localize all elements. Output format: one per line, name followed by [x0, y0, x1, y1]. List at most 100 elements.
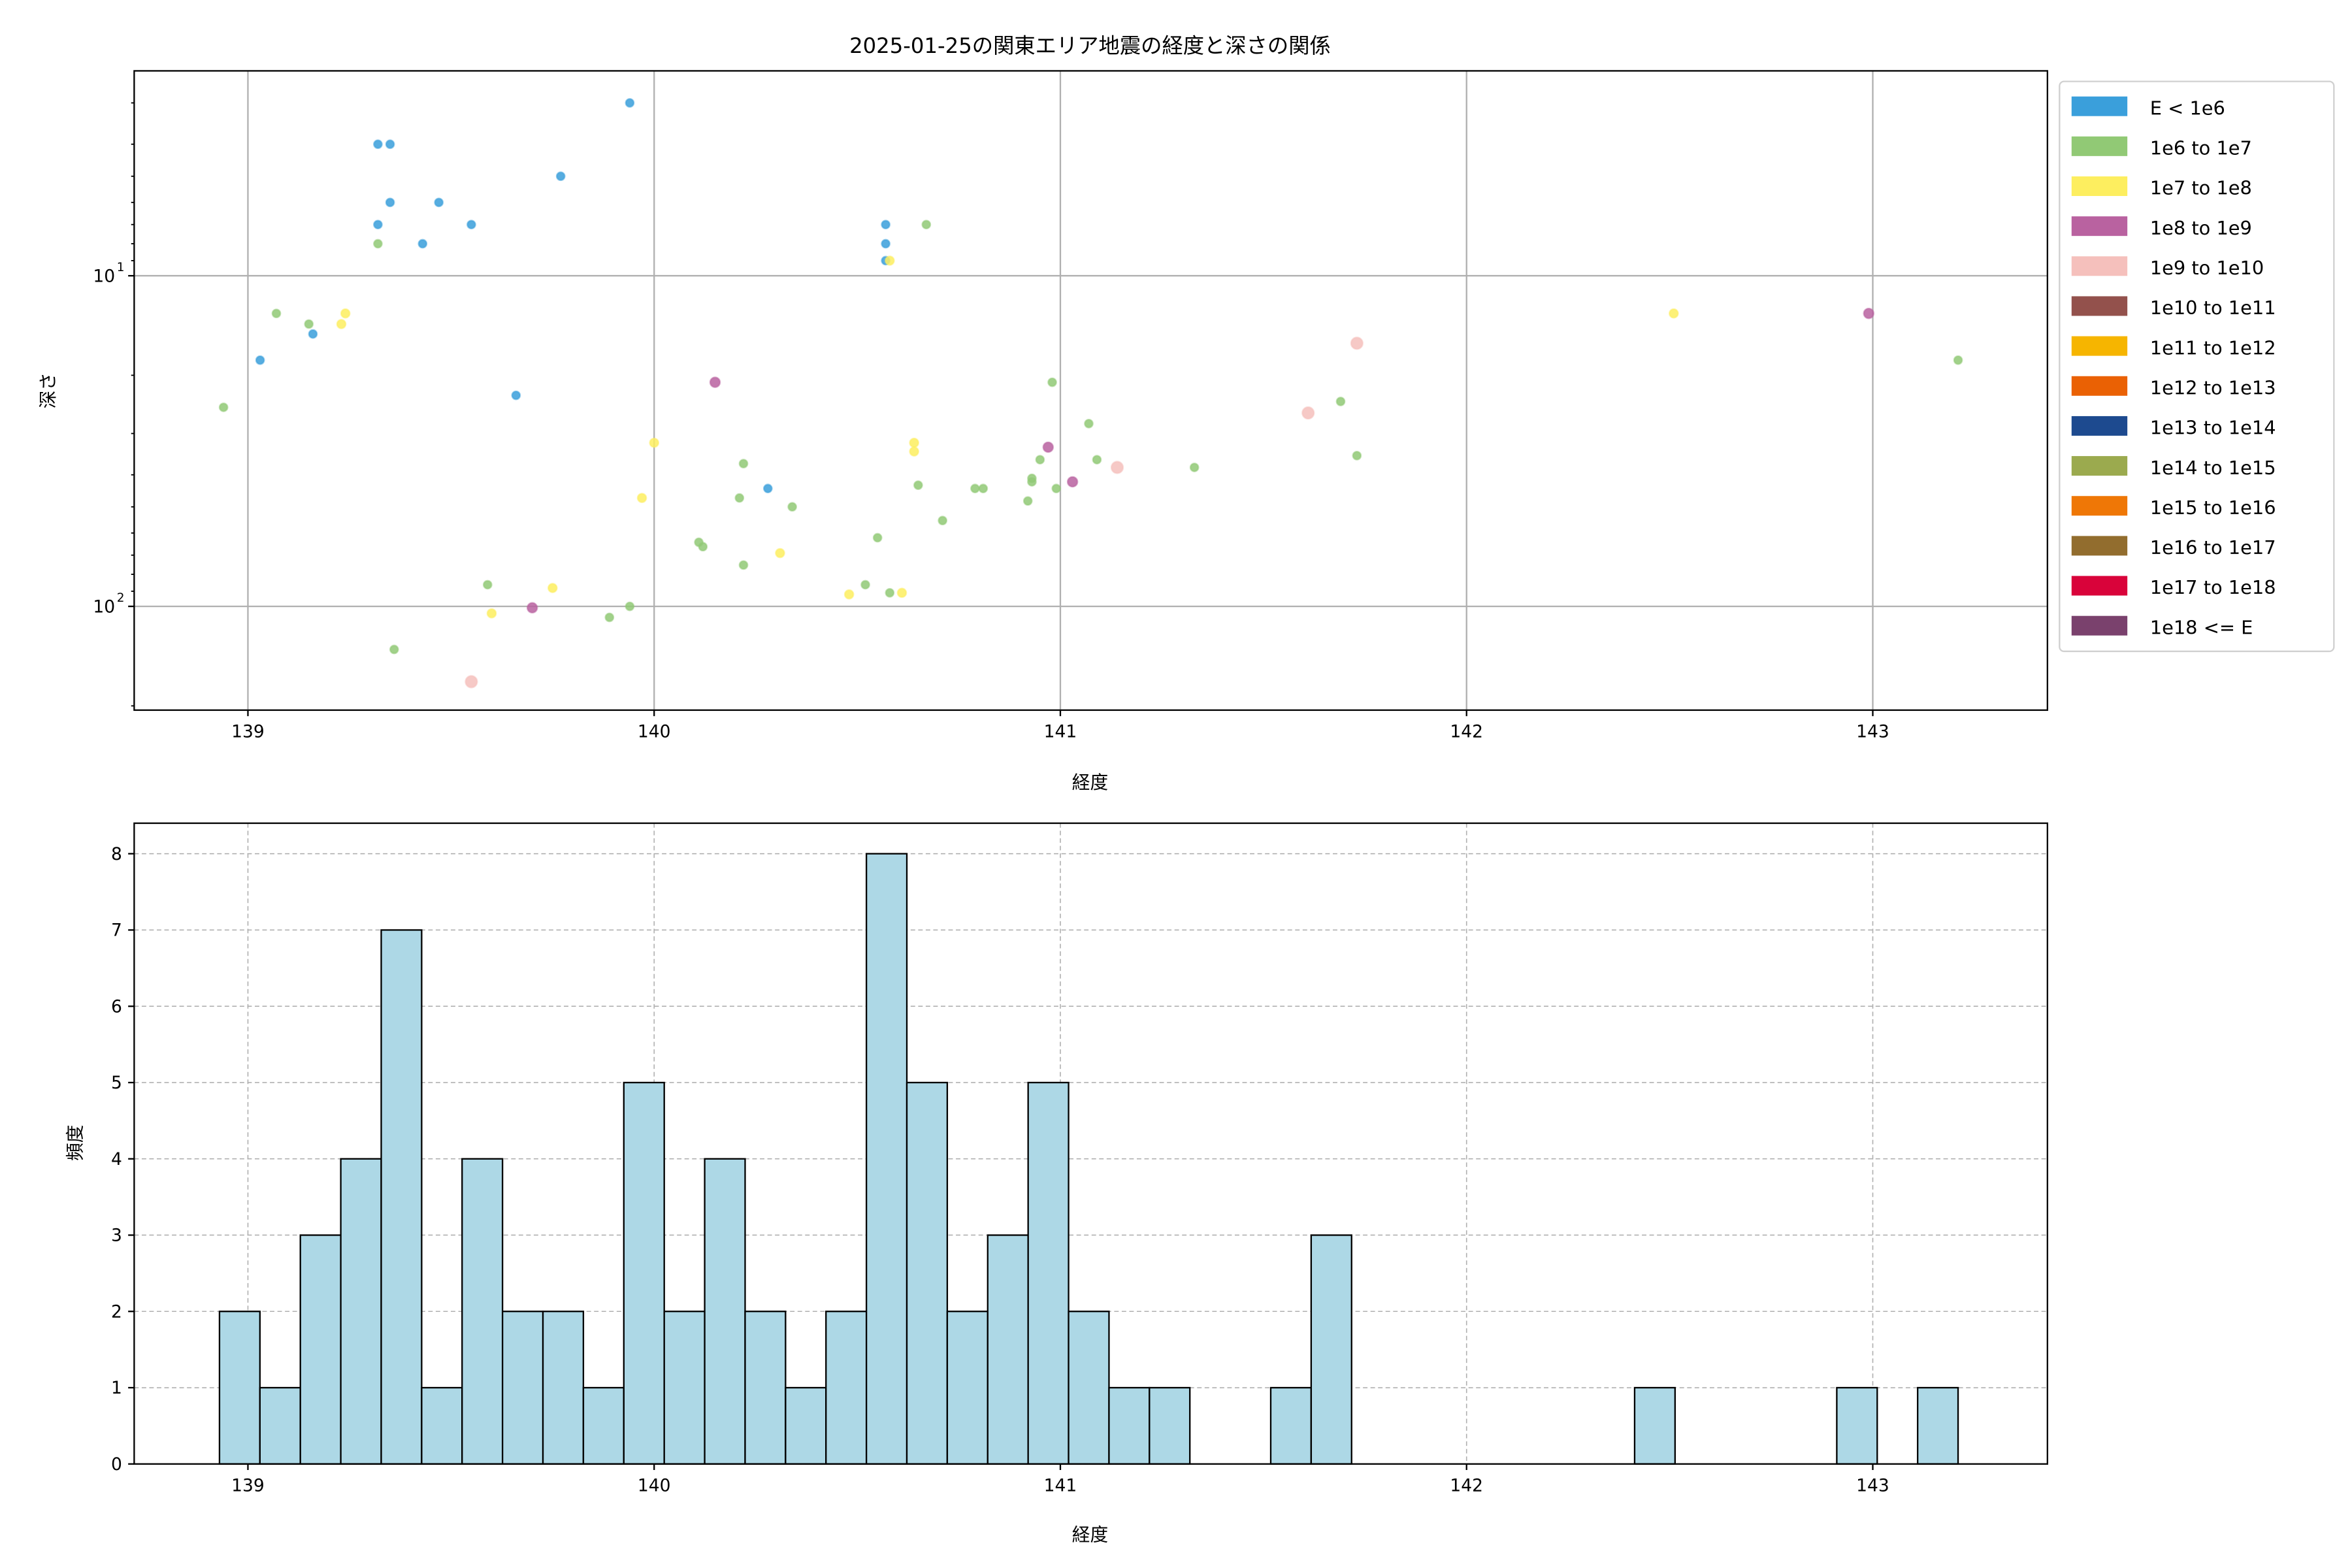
x-tick-label: 140	[638, 721, 671, 742]
scatter-point	[385, 197, 395, 208]
scatter-point	[1092, 455, 1102, 465]
scatter-point	[373, 238, 383, 249]
histogram-bar	[299, 1234, 342, 1465]
legend-swatch	[2071, 615, 2128, 636]
histogram-bar	[825, 1311, 868, 1465]
y-tick-label: 1	[111, 1378, 122, 1398]
y-tick-label: 0	[111, 1454, 122, 1475]
histogram-bar	[380, 929, 423, 1465]
histogram-bar	[987, 1234, 1029, 1465]
legend: E < 1e6 1e6 to 1e7 1e7 to 1e8 1e8 to 1e9 1e9…	[2059, 80, 2335, 653]
y-tick-label: 4	[111, 1149, 122, 1169]
y-tick-label: 2	[111, 1301, 122, 1322]
scatter-point	[896, 587, 907, 598]
scatter-point	[482, 580, 493, 590]
scatter-point	[1066, 476, 1079, 488]
histogram-bar	[1027, 1081, 1070, 1465]
scatter-point	[1668, 308, 1679, 319]
scatter-point	[625, 601, 635, 612]
scatter-point	[1035, 455, 1045, 465]
histogram-bar	[865, 853, 908, 1465]
scatter-point	[1350, 336, 1364, 350]
legend-label: 1e12 to 1e13	[2150, 376, 2276, 399]
scatter-point	[1189, 463, 1200, 472]
scatter-point	[881, 238, 891, 249]
scatter-point	[872, 532, 883, 543]
x-tick-label: 139	[231, 721, 265, 742]
x-tick-label: 143	[1856, 1475, 1889, 1495]
legend-swatch	[2071, 136, 2128, 156]
scatter-point	[1027, 477, 1037, 487]
legend-swatch	[2071, 576, 2128, 596]
histogram-bar	[502, 1311, 544, 1465]
legend-label: 1e11 to 1e12	[2150, 336, 2276, 359]
y-tick-exponent: 1	[117, 261, 125, 274]
scatter-point	[1301, 406, 1315, 420]
scatter-point	[843, 589, 855, 600]
scatter-title: 2025-01-25の関東エリア地震の経度と深さの関係	[849, 33, 1331, 58]
histogram-bar	[1310, 1234, 1352, 1465]
histogram-bar	[340, 1158, 382, 1465]
histogram-bars	[218, 853, 1959, 1465]
legend-swatch	[2071, 336, 2128, 356]
legend-label: 1e6 to 1e7	[2150, 137, 2252, 159]
scatter-point	[636, 493, 647, 504]
histogram-grid	[134, 823, 2048, 1465]
scatter-point	[336, 319, 347, 329]
legend-label: 1e8 to 1e9	[2150, 217, 2252, 239]
histogram-bar	[785, 1386, 827, 1465]
histogram-y-ticks: 0 1 2 3 4 5 6 7 8	[111, 844, 135, 1475]
scatter-point	[486, 608, 497, 619]
scatter-point	[466, 220, 476, 230]
legend-swatch	[2071, 456, 2128, 476]
x-tick-label: 139	[231, 1475, 265, 1495]
scatter-point	[738, 459, 749, 468]
scatter-point	[1110, 461, 1124, 474]
scatter-point	[1047, 377, 1057, 387]
y-tick-label: 6	[111, 996, 122, 1017]
y-tick-exponent: 2	[117, 591, 125, 605]
histogram-bar	[1917, 1386, 1959, 1465]
legend-swatch	[2071, 416, 2128, 436]
scatter-point	[547, 583, 558, 593]
scatter-point	[389, 644, 399, 655]
legend-label: 1e18 <= E	[2150, 616, 2253, 638]
histogram-bar	[1149, 1386, 1191, 1465]
histogram-bar	[1269, 1386, 1313, 1465]
legend-swatch	[2071, 496, 2128, 516]
legend-swatch	[2071, 96, 2128, 116]
scatter-point	[1352, 451, 1362, 461]
histogram-bar	[461, 1158, 504, 1465]
histogram-bar	[259, 1386, 301, 1465]
histogram-bar	[663, 1311, 706, 1465]
x-tick-label: 142	[1450, 721, 1483, 742]
legend-swatch	[2071, 296, 2128, 316]
scatter-point	[1863, 307, 1875, 319]
scatter-y-label: 深さ	[37, 372, 59, 408]
x-tick-label: 141	[1044, 1475, 1077, 1495]
legend-label: 1e17 to 1e18	[2150, 576, 2276, 598]
scatter-point	[885, 587, 895, 598]
histogram-x-label: 経度	[1072, 1524, 1108, 1545]
histogram-bar	[744, 1311, 787, 1465]
y-tick-label: 7	[111, 921, 122, 941]
legend-label: 1e7 to 1e8	[2150, 177, 2252, 199]
legend-label: 1e14 to 1e15	[2150, 457, 2276, 479]
scatter-x-ticks: 139 140 141 142 143	[231, 710, 1889, 742]
histogram-bar	[421, 1386, 463, 1465]
scatter-axes-frame	[133, 70, 2048, 711]
scatter-point	[625, 98, 635, 108]
scatter-point	[271, 308, 282, 319]
scatter-point	[340, 308, 351, 319]
scatter-point	[1953, 355, 1963, 365]
scatter-point	[1335, 397, 1346, 406]
histogram-bar	[218, 1311, 261, 1465]
scatter-point	[555, 171, 566, 182]
scatter-point	[913, 480, 923, 491]
scatter-point	[385, 139, 395, 150]
histogram-bar	[1068, 1311, 1110, 1465]
scatter-point	[373, 139, 383, 150]
scatter-point	[970, 483, 980, 494]
scatter-points	[218, 98, 1963, 689]
